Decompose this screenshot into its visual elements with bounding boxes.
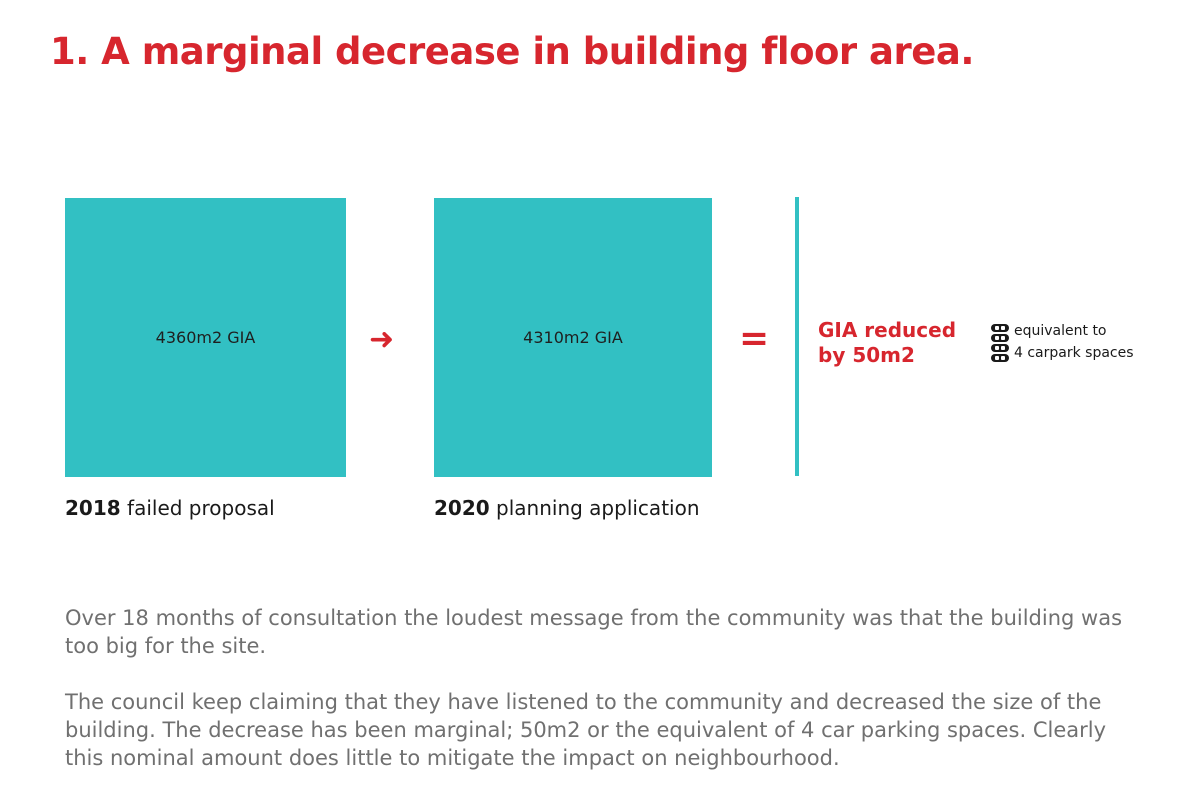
floor-area-value-2020: 4310m2 GIA <box>523 328 623 347</box>
equivalent-text: equivalent to 4 carpark spaces <box>1014 320 1134 364</box>
page-title: 1. A marginal decrease in building floor… <box>50 30 974 73</box>
proposal-year-2018: 2018 <box>65 496 121 520</box>
proposal-year-2020: 2020 <box>434 496 490 520</box>
paragraph-council-claim: The council keep claiming that they have… <box>65 690 1107 770</box>
result-line-2: by 50m2 <box>818 343 915 367</box>
proposal-desc-2020: planning application <box>496 496 700 520</box>
result-line-1: GIA reduced <box>818 318 957 342</box>
equals-icon: = <box>739 318 770 359</box>
divider-line <box>795 197 799 476</box>
car-parking-icon <box>991 324 1009 362</box>
proposal-desc-2018: failed proposal <box>127 496 275 520</box>
floor-area-box-2018: 4360m2 GIA <box>65 198 346 477</box>
equivalent-line-2: 4 carpark spaces <box>1014 345 1134 361</box>
paragraph-consultation: Over 18 months of consultation the loude… <box>65 606 1123 658</box>
right-arrow-icon: ➜ <box>369 322 395 357</box>
floor-area-value-2018: 4360m2 GIA <box>155 328 256 347</box>
result-text: GIA reduced by 50m2 <box>818 318 956 368</box>
proposal-label-2020: 2020 planning application <box>434 496 700 520</box>
equivalent-line-1: equivalent to <box>1014 323 1107 339</box>
floor-area-box-2020: 4310m2 GIA <box>434 198 712 477</box>
proposal-label-2018: 2018 failed proposal <box>65 496 275 520</box>
